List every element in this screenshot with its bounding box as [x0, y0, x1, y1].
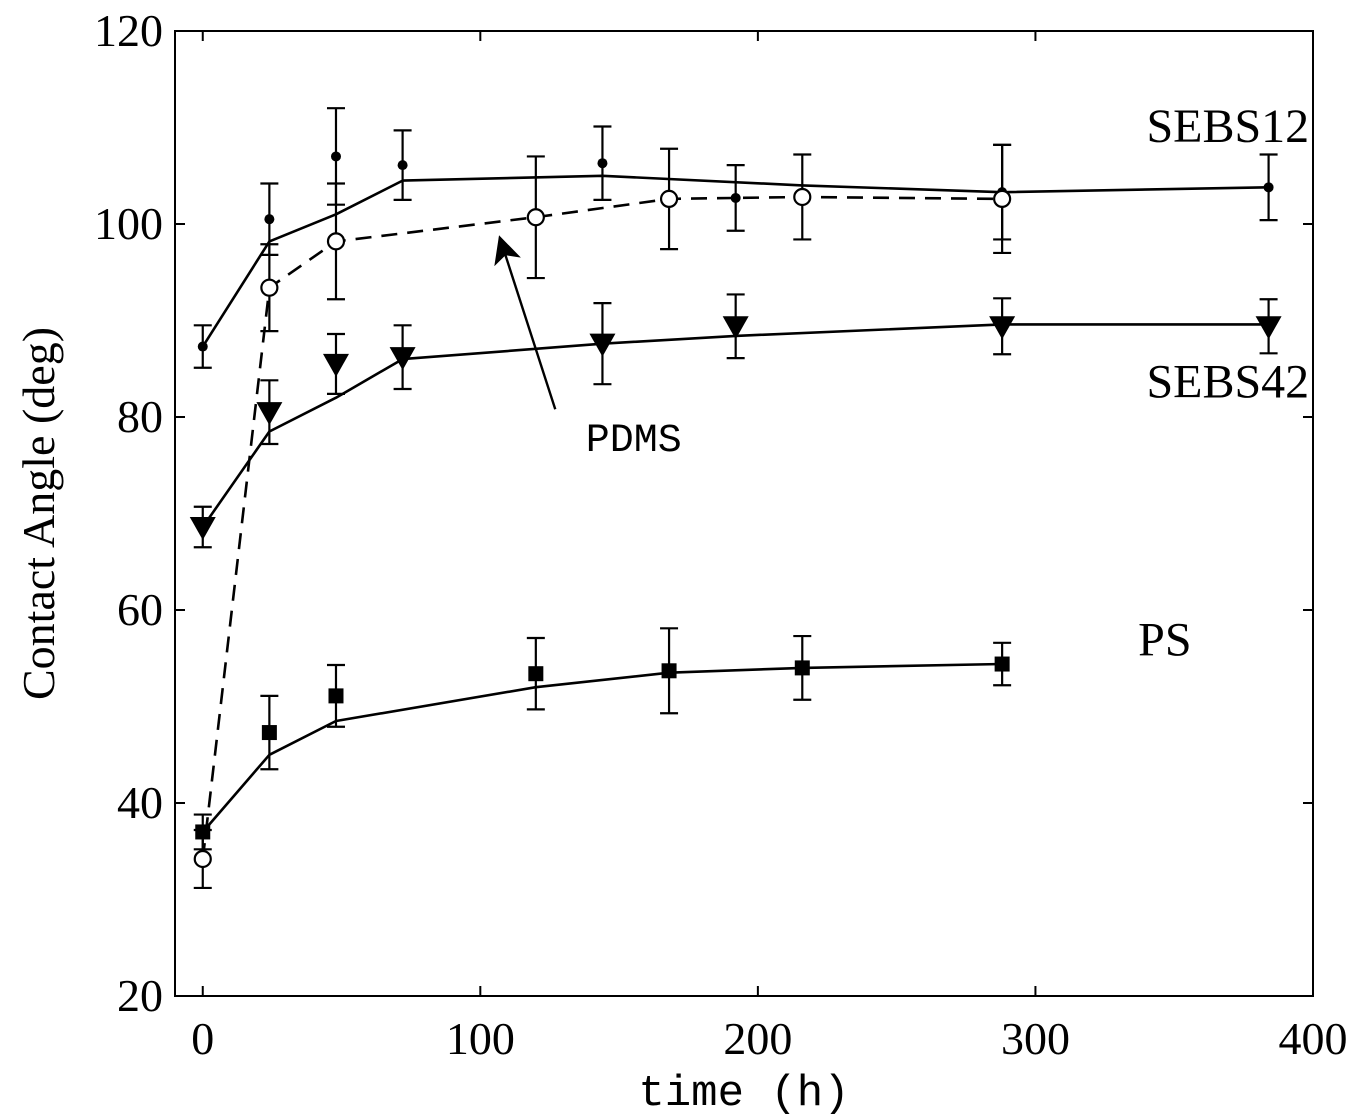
series-line-pdms: [201, 195, 1003, 860]
series-line-sebs12: [201, 174, 1269, 348]
y-tick-label: 100: [94, 198, 163, 249]
plot-frame: [174, 30, 1314, 997]
data-point-sebs12: [1263, 182, 1274, 193]
data-point-sebs42: [189, 517, 216, 541]
series-layer: [189, 107, 1282, 890]
annotation-label-ps: PS: [1138, 613, 1191, 666]
data-point-ps: [195, 824, 211, 840]
series-sebs42: [189, 293, 1282, 549]
data-point-sebs12: [597, 158, 608, 169]
data-point-pdms: [659, 189, 679, 209]
series-line-sebs42: [201, 323, 1269, 528]
x-tick-label: 200: [723, 1013, 792, 1064]
y-tick-label: 20: [117, 970, 163, 1021]
data-point-ps: [528, 666, 544, 682]
x-tick-label: 0: [191, 1013, 214, 1064]
data-point-pdms: [193, 849, 212, 869]
series-pdms: [193, 143, 1012, 890]
x-axis-title: time (h): [638, 1069, 849, 1114]
annotations: SEBS12 SEBS42 PS PDMS: [494, 100, 1309, 666]
x-tick-label: 300: [1001, 1013, 1070, 1064]
data-point-sebs42: [1255, 316, 1282, 340]
annotation-label-sebs12: SEBS12: [1146, 100, 1309, 153]
series-line-ps: [201, 662, 1003, 833]
data-point-sebs42: [322, 353, 349, 377]
y-tick-label: 40: [117, 777, 163, 828]
data-point-ps: [994, 656, 1010, 672]
annotation-label-sebs42: SEBS42: [1146, 356, 1309, 409]
data-point-ps: [328, 688, 344, 704]
y-tick-label: 80: [117, 391, 163, 442]
data-point-pdms: [260, 278, 279, 297]
data-point-ps: [661, 663, 677, 679]
series-ps: [193, 627, 1012, 851]
data-point-ps: [794, 660, 810, 676]
data-point-pdms: [526, 208, 545, 227]
data-point-sebs12: [397, 160, 408, 171]
data-point-pdms: [993, 189, 1012, 209]
data-point-sebs42: [256, 402, 283, 426]
data-point-pdms: [326, 232, 346, 251]
x-tick-label: 400: [1279, 1013, 1348, 1064]
data-point-sebs42: [589, 333, 616, 357]
plot-area-border: [174, 30, 1314, 997]
data-point-sebs42: [989, 316, 1016, 340]
x-tick-label: 100: [446, 1013, 515, 1064]
data-point-sebs12: [730, 192, 741, 203]
annotation-arrow-pdms: [494, 235, 557, 410]
data-point-sebs42: [389, 347, 416, 371]
y-tick-label: 60: [117, 584, 163, 635]
data-point-sebs42: [722, 316, 749, 340]
data-point-sebs12: [264, 214, 275, 225]
y-tick-label: 120: [94, 5, 163, 56]
data-point-sebs12: [197, 341, 208, 352]
data-point-ps: [261, 725, 277, 741]
annotation-label-pdms: PDMS: [586, 419, 682, 464]
data-point-sebs12: [330, 151, 341, 162]
y-axis-title: Contact Angle (deg): [13, 327, 64, 700]
axis-ticks: 0 100 200 300 400 20 40 60 80 100 120: [94, 5, 1348, 1064]
data-point-pdms: [793, 187, 812, 207]
series-sebs12: [193, 107, 1278, 369]
